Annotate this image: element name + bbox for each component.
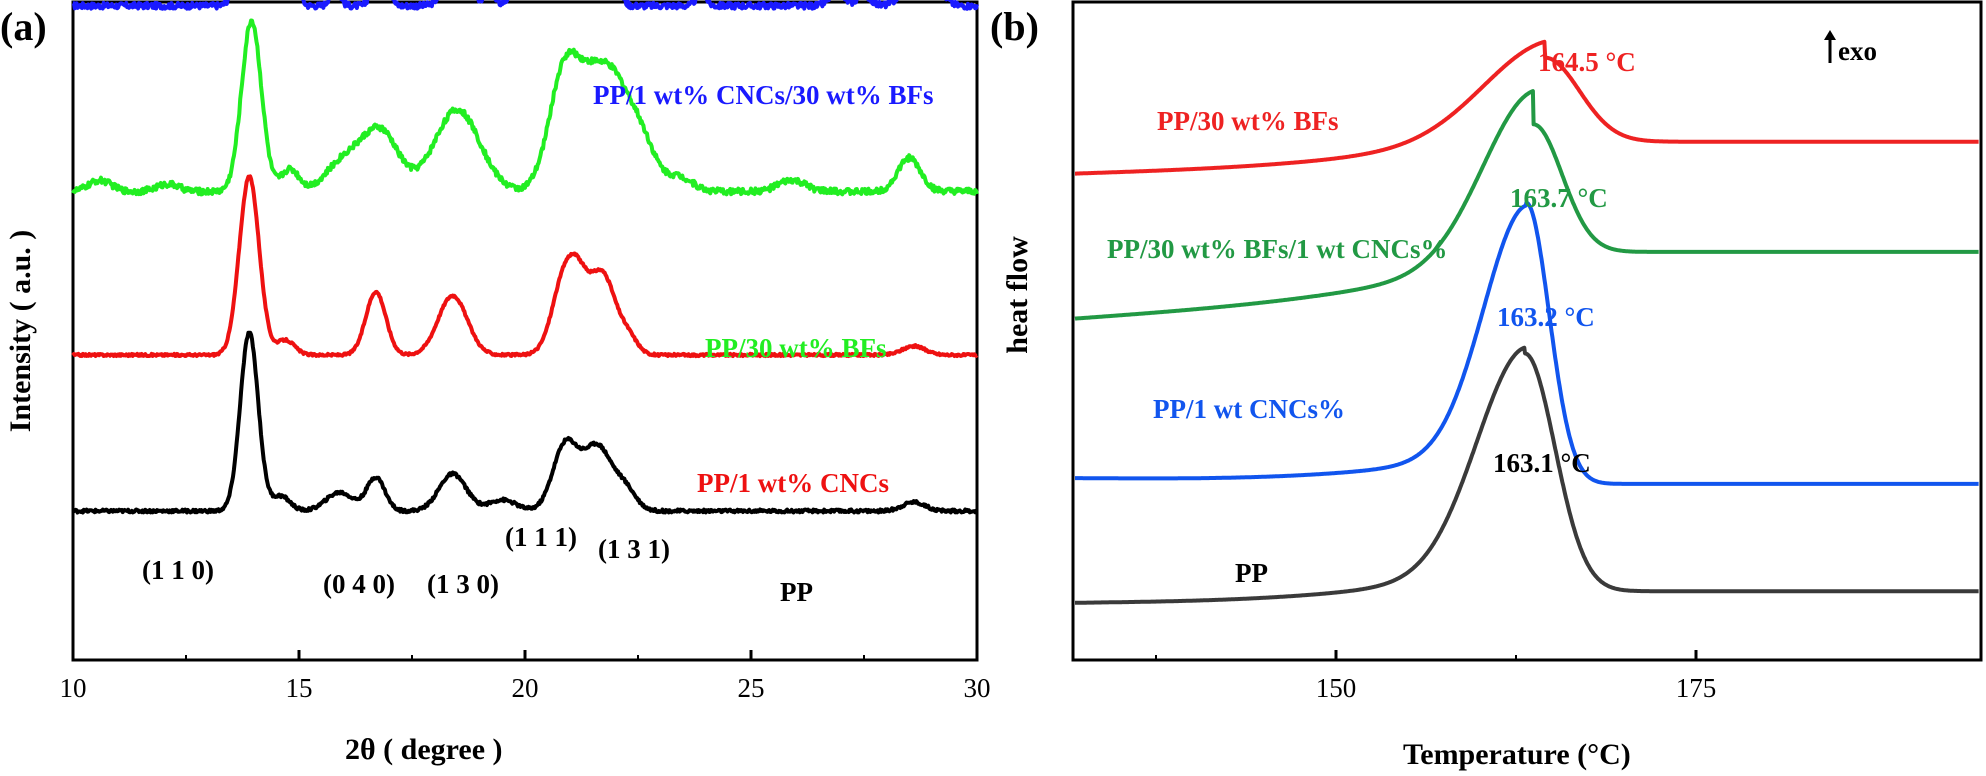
series-label-pp-bfs: PP/30 wt% BFs	[705, 333, 887, 363]
annotation-plane-130: (1 3 0)	[427, 569, 499, 599]
panel-a-y-axis-title: Intensity ( a.u. )	[4, 230, 37, 433]
annotation-plane-110: (1 1 0)	[142, 555, 214, 585]
series-line-pp-30-wt-bfs	[1073, 39, 1980, 176]
peak-label-pp-cncs: 163.2 °C	[1497, 302, 1595, 332]
annotation-plane-040: (0 4 0)	[323, 569, 395, 599]
series-label-pp-dsc: PP	[1235, 558, 1268, 588]
panel-a-series-group	[71, 0, 979, 515]
series-line-pp	[1073, 345, 1980, 605]
series-label-pp-bfs-dsc: PP/30 wt% BFs	[1157, 106, 1339, 136]
panel-a-label: (a)	[0, 4, 47, 49]
exo-label: exo	[1838, 36, 1877, 66]
panel-b-x-ticks: 150 175	[1155, 650, 1717, 703]
panel-b-y-axis-title: heat flow	[1001, 236, 1034, 354]
panel-a-x-ticks: 10 15 20 25 30	[60, 650, 991, 703]
x-tick-label-150: 150	[1316, 673, 1357, 703]
series-label-pp-cncs-bfs: PP/1 wt% CNCs/30 wt% BFs	[593, 80, 933, 110]
series-label-pp-cncs-dsc: PP/1 wt CNCs%	[1153, 394, 1345, 424]
annotation-plane-111: (1 1 1)	[505, 522, 577, 552]
series-label-pp: PP	[780, 577, 813, 607]
exo-arrowhead-icon	[1824, 30, 1836, 40]
series-line-pp-1-wt-cncs	[1073, 200, 1980, 486]
series-line-pp-30-wt-bfs	[71, 18, 979, 197]
x-tick-label-175: 175	[1676, 673, 1717, 703]
x-tick-label-10: 10	[60, 673, 87, 703]
panel-b-label: (b)	[990, 4, 1039, 49]
panel-a-x-axis-title: 2θ ( degree )	[345, 733, 503, 766]
panel-b-x-axis-title: Temperature (°C)	[1403, 738, 1631, 771]
series-line-pp-1-wt-cncs	[71, 174, 979, 359]
series-line-pp-1-wt-cncs-30-wt-bfs	[71, 0, 979, 11]
panel-b-plot-frame	[1071, 0, 1983, 662]
annotation-plane-131: (1 3 1)	[598, 534, 670, 564]
panel-b-series-group	[1073, 39, 1980, 605]
peak-label-pp: 163.1 °C	[1493, 448, 1591, 478]
panel-b-dsc-chart: (b) 150 175 exo PP/30 wt% BFs PP/30 wt% B…	[990, 0, 1983, 771]
peak-label-pp-bfs-cncs: 163.7 °C	[1510, 183, 1608, 213]
x-tick-label-20: 20	[512, 673, 539, 703]
x-tick-label-30: 30	[964, 673, 991, 703]
x-tick-label-25: 25	[738, 673, 765, 703]
exo-indicator: exo	[1824, 30, 1877, 66]
series-label-pp-bfs-cncs-dsc: PP/30 wt% BFs/1 wt CNCs%	[1107, 234, 1447, 264]
series-label-pp-cncs: PP/1 wt% CNCs	[697, 468, 889, 498]
x-tick-label-15: 15	[286, 673, 313, 703]
peak-label-pp-bfs: 164.5 °C	[1538, 47, 1636, 77]
panel-a-xrd-chart: (a) 10 15 20 25 30 PP/1 wt% CNCs/30 wt% BFs …	[0, 0, 991, 766]
series-line-pp	[71, 330, 979, 515]
series-line-pp-30-wt-bfs-1-wt-cncs	[1073, 89, 1980, 321]
